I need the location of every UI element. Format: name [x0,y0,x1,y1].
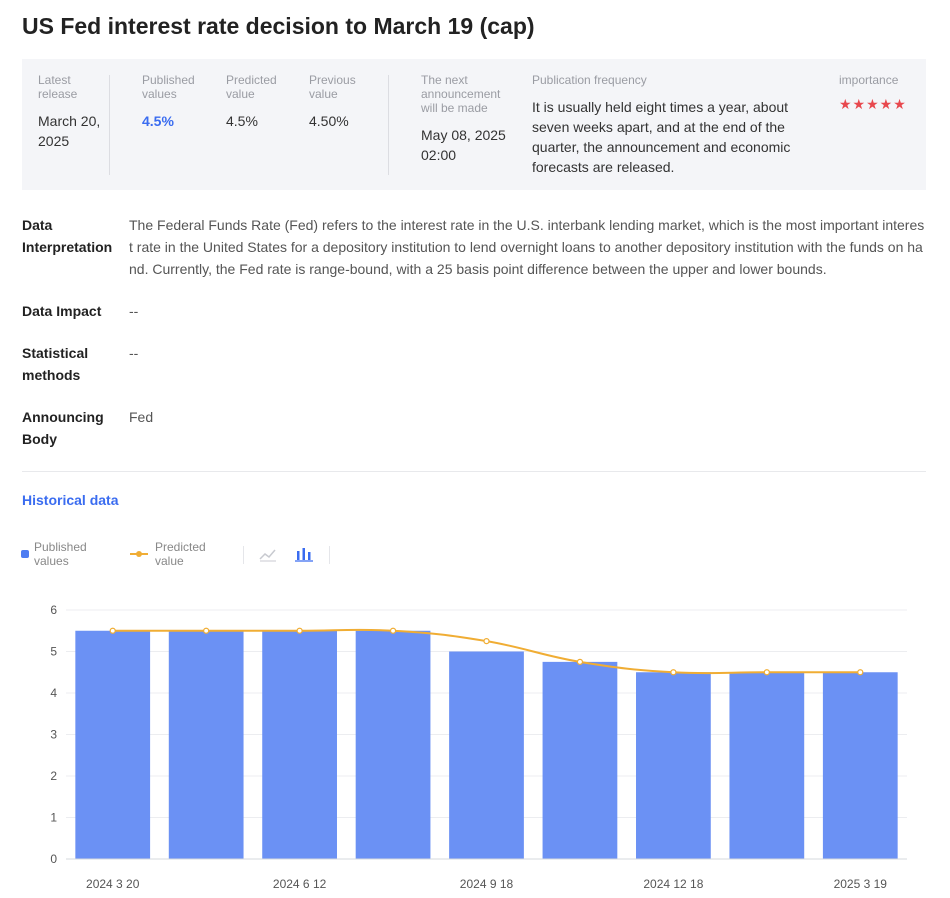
x-tick-label: 2024 3 20 [86,877,140,891]
bar-swatch-icon [21,550,29,558]
bar [822,672,898,859]
latest-release: Latest release March 20, 2025 [38,73,108,151]
bar-chart-icon[interactable] [294,544,314,564]
legend-published-label: Published values [34,540,87,568]
next-value: May 08, 2025 02:00 [421,127,506,163]
toolbar-divider [329,546,330,564]
predicted-point [203,627,210,634]
x-tick-label: 2024 12 18 [643,877,703,891]
impact-label: Data Impact [22,303,102,319]
published-values: Published values 4.5% [142,73,212,131]
section-divider [22,471,926,472]
info-section: Data Interpretation The Federal Funds Ra… [22,214,926,450]
y-tick-label: 3 [50,728,57,742]
bar [449,651,524,859]
importance-label: importance [839,73,899,87]
legend-predicted-label: Predicted value [155,540,206,568]
predicted-point [389,627,397,634]
y-tick-label: 2 [50,769,57,783]
predicted-point [483,638,490,645]
latest-release-label: Latest release [38,73,78,101]
methods-label: Statistical methods [22,345,89,383]
x-tick-label: 2025 3 19 [834,877,888,891]
predicted-point [576,658,584,665]
x-tick-label: 2024 9 18 [460,877,514,891]
predicted-point [763,669,770,676]
info-row-impact: Data Impact -- [22,300,926,322]
predicted-label: Predicted value [226,73,277,101]
bar [355,630,431,859]
info-row-body: Announcing Body Fed [22,406,926,450]
next-announcement: The next announcement will be made May 0… [421,73,511,165]
interpretation-label: Data Interpretation [22,217,113,255]
y-tick-label: 0 [50,852,57,866]
frequency-label: Publication frequency [532,73,647,87]
next-label: The next announcement will be made [421,73,501,115]
bar [262,630,337,859]
bar [75,630,151,859]
y-tick-label: 5 [50,645,57,659]
divider [388,75,389,175]
info-row-interpretation: Data Interpretation The Federal Funds Ra… [22,214,926,277]
y-tick-label: 4 [50,686,57,700]
y-tick-label: 6 [50,603,57,617]
info-row-methods: Statistical methods -- [22,342,926,386]
methods-value: -- [129,345,139,361]
latest-release-value: March 20, 2025 [38,113,101,149]
summary-panel: Latest release March 20, 2025 Published … [22,59,926,190]
bar [542,661,618,859]
historical-data-title: Historical data [22,492,119,508]
bar [636,672,711,859]
published-label: Published values [142,73,195,101]
publication-frequency: Publication frequency It is usually held… [532,73,822,177]
body-label: Announcing Body [22,409,104,447]
line-chart-icon[interactable] [258,544,278,564]
importance-stars-icon: ★★★★★ [839,96,907,112]
toolbar-divider [243,546,244,564]
previous-value: 4.50% [309,113,349,129]
x-tick-label: 2024 6 12 [273,877,327,891]
body-value: Fed [129,409,154,425]
line-swatch-icon [130,551,148,557]
historical-chart: 0 1 2 3 4 5 6 2024 3 20 2024 6 12 2024 9 18 2024 1… [50,603,907,891]
predicted-point [296,627,303,634]
divider [109,75,110,175]
page-title: US Fed interest rate decision to March 1… [22,13,535,39]
y-tick-label: 1 [50,811,57,825]
previous-value-col: Previous value 4.50% [309,73,379,131]
impact-value: -- [129,303,139,319]
bar [168,630,244,859]
frequency-value: It is usually held eight times a year, a… [532,99,791,175]
predicted-point [109,627,116,634]
bar [729,672,805,859]
predicted-value-col: Predicted value 4.5% [226,73,296,131]
predicted-value: 4.5% [226,113,258,129]
predicted-point [670,669,677,676]
importance: importance ★★★★★ [839,73,919,113]
interpretation-value: The Federal Funds Rate (Fed) refers to t… [129,217,925,277]
previous-label: Previous value [309,73,356,101]
published-value: 4.5% [142,113,174,129]
predicted-point [857,669,864,676]
